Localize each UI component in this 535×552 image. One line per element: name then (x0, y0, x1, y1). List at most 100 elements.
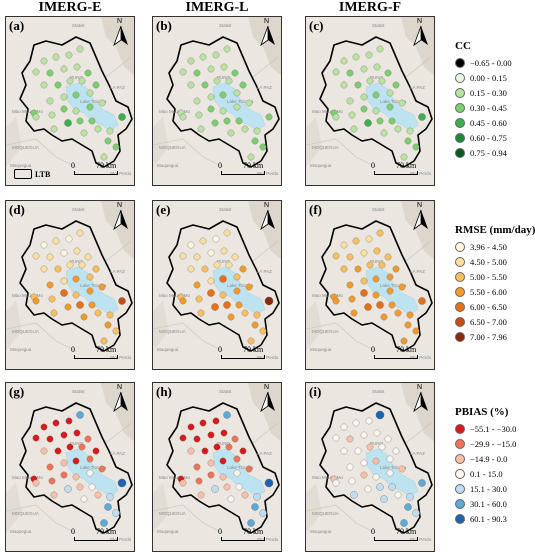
station-marker (212, 417, 220, 425)
station-marker (98, 283, 106, 291)
map-panel-e: Statist PUNO LA PAZ Lake Titicaca Mao Mouse … (152, 200, 282, 370)
station-marker (400, 153, 408, 161)
station-marker (92, 81, 100, 89)
station-marker (193, 463, 201, 471)
legend-pbias: PBIAS (%) −55.1 - −30.0 −29.9 - −15.0 −14.9… (455, 406, 535, 526)
station-marker (73, 63, 81, 71)
legend-item: 0.75 - 0.94 (455, 145, 535, 160)
station-marker (84, 253, 92, 261)
legend-label: 0.15 - 0.30 (470, 87, 507, 98)
station-marker (207, 93, 215, 101)
station-marker (64, 485, 72, 493)
station-marker (352, 419, 360, 427)
station-marker (179, 479, 187, 487)
station-marker (400, 337, 408, 345)
station-marker (239, 447, 247, 455)
station-marker (72, 291, 80, 299)
legend-swatch (455, 316, 465, 327)
legend-label: −14.9 - 0.0 (470, 453, 508, 464)
station-marker (372, 275, 380, 283)
scale-start: 0 (218, 161, 222, 170)
legend-swatch (455, 256, 465, 267)
station-marker (117, 478, 127, 488)
station-marker (364, 119, 372, 127)
station-marker (223, 229, 231, 237)
station-marker (227, 129, 235, 137)
station-marker (386, 273, 394, 281)
map-label-moquegua-city: Moquegua (157, 163, 179, 168)
legend-swatch (455, 331, 465, 342)
station-marker (52, 419, 60, 427)
station-marker (211, 485, 219, 493)
station-marker (54, 265, 62, 273)
panel-label: (b) (156, 18, 172, 33)
station-marker (398, 283, 406, 291)
station-marker (187, 447, 195, 455)
legend-swatch (455, 87, 465, 98)
map-label-moquegua-city: Moquegua (310, 529, 332, 534)
map-svg: Statist PUNO LA PAZ Lake Titicaca Mao Mouse … (6, 383, 134, 551)
north-label: N (417, 384, 423, 391)
station-marker (340, 241, 348, 249)
scale-bar: 0 70 km (71, 161, 118, 179)
station-marker (207, 249, 215, 257)
station-marker (80, 495, 88, 503)
legend-item: 6.00 - 6.50 (455, 299, 535, 314)
map-label-lake: Lake Titicaca (380, 283, 407, 288)
station-marker (372, 473, 380, 481)
station-marker (46, 435, 54, 443)
legend-swatch (455, 423, 465, 434)
legend-swatch (455, 147, 465, 158)
north-arrow-icon: N (412, 202, 430, 231)
station-marker (65, 235, 73, 243)
station-marker (199, 237, 207, 245)
station-marker (360, 105, 368, 113)
basin-boundary (319, 36, 433, 168)
map-label-puno: PUNO (70, 441, 84, 446)
column-title: IMERG-L (185, 0, 249, 15)
station-marker (72, 473, 80, 481)
station-marker (187, 57, 195, 65)
station-marker (220, 429, 228, 437)
station-marker (223, 483, 231, 491)
legend-label: 0.75 - 0.94 (470, 147, 507, 158)
legend-item: 0.30 - 0.45 (455, 100, 535, 115)
station-marker (223, 45, 231, 53)
station-marker (386, 287, 394, 295)
station-marker (73, 247, 81, 255)
map-label-peru-top: Statist (219, 389, 232, 394)
station-marker (106, 493, 114, 501)
station-marker (412, 509, 420, 517)
map-label-puno: PUNO (217, 75, 231, 80)
map-label-tacna-bottom: Pto. Perdo (110, 537, 132, 542)
station-marker (404, 137, 412, 145)
map-label-tacna-left: Mao Mouse Mo (12, 475, 44, 480)
map-label-moquegua-city: Moquegua (310, 347, 332, 352)
station-marker (220, 247, 228, 255)
station-marker (197, 309, 205, 317)
map-label-la-paz: LA PAZ (257, 269, 272, 274)
station-marker (84, 435, 92, 443)
station-marker (233, 455, 241, 463)
station-marker (365, 417, 373, 425)
station-marker (65, 51, 73, 59)
station-marker (378, 443, 386, 451)
station-marker (233, 469, 241, 477)
station-marker (46, 253, 54, 261)
station-marker (247, 153, 255, 161)
map-label-lake: Lake Titicaca (380, 99, 407, 104)
station-marker (72, 275, 80, 283)
station-marker (404, 321, 412, 329)
station-marker (233, 103, 241, 111)
basin-boundary (319, 402, 433, 534)
station-marker (360, 471, 368, 479)
station-marker (73, 429, 81, 437)
map-label-puno: PUNO (217, 259, 231, 264)
map-label-la-paz: LA PAZ (410, 269, 425, 274)
station-marker (354, 447, 362, 455)
station-marker (76, 483, 84, 491)
legend-label: 60.1 - 90.3 (470, 513, 507, 524)
legend-label: 0.30 - 0.45 (470, 102, 507, 113)
map-label-puno: PUNO (370, 259, 384, 264)
station-marker (340, 81, 348, 89)
